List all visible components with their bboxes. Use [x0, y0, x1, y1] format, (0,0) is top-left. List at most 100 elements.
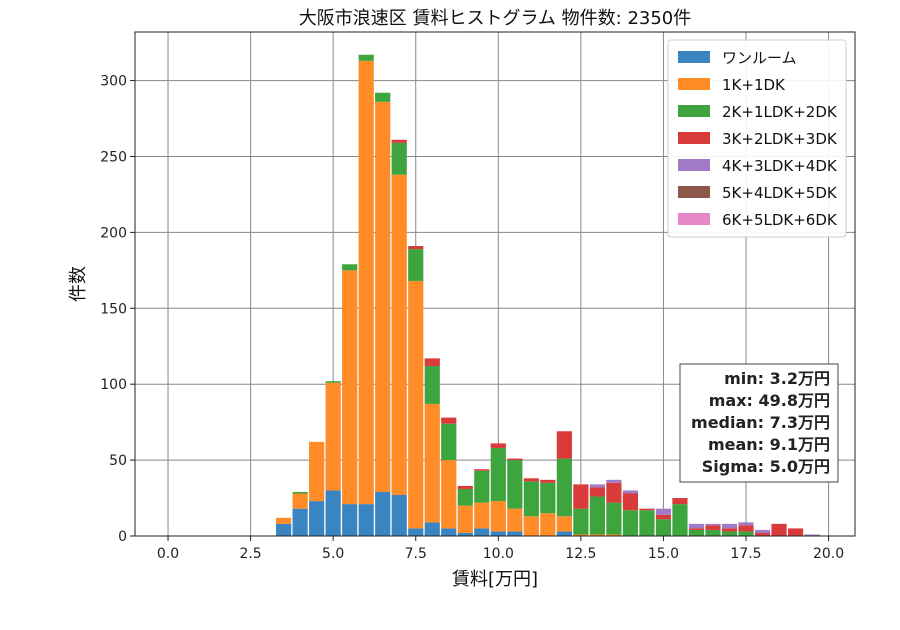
legend-swatch	[678, 213, 710, 225]
bar-segment	[375, 101, 391, 492]
bar-segment	[507, 458, 523, 461]
bar-segment	[688, 529, 705, 536]
bar-segment	[408, 280, 424, 529]
x-tick-label: 5.0	[322, 546, 344, 562]
x-tick-label: 10.0	[483, 546, 514, 562]
bar-segment	[589, 484, 605, 488]
y-tick-label: 200	[100, 225, 127, 241]
legend-label: 5K+4LDK+5DK	[722, 184, 838, 202]
bar-segment	[606, 482, 622, 503]
legend-label: 2K+1LDK+2DK	[722, 103, 838, 121]
bar-segment	[639, 510, 655, 536]
bar-segment	[688, 523, 705, 529]
bar-segment	[342, 504, 358, 536]
legend-swatch	[678, 186, 710, 198]
x-tick-label: 7.5	[405, 546, 427, 562]
bar-segment	[408, 246, 424, 250]
legend-swatch	[678, 78, 710, 90]
bar-segment	[490, 447, 506, 502]
bar-segment	[639, 508, 655, 511]
bar-segment	[474, 469, 490, 471]
y-tick-label: 0	[118, 529, 127, 545]
bar-segment	[573, 484, 589, 509]
bar-segment	[391, 174, 407, 496]
bar-segment	[738, 525, 754, 532]
legend-label: 6K+5LDK+6DK	[722, 211, 838, 229]
bar-segment	[325, 381, 341, 383]
x-tick-label: 15.0	[648, 546, 679, 562]
bar-segment	[276, 517, 292, 524]
chart-title: 大阪市浪速区 賃料ヒストグラム 物件数: 2350件	[299, 8, 692, 29]
legend-label: ワンルーム	[722, 49, 797, 67]
bar-segment	[721, 523, 738, 529]
stats-box	[679, 363, 839, 483]
bar-segment	[325, 382, 341, 491]
x-tick-label: 17.5	[730, 546, 761, 562]
bar-segment	[391, 139, 407, 143]
bar-segment	[309, 501, 325, 536]
bar-segment	[441, 417, 457, 424]
bar-segment	[771, 523, 787, 536]
legend-swatch	[678, 51, 710, 63]
bar-segment	[672, 504, 688, 536]
bar-segment	[342, 270, 358, 505]
bar-segment	[622, 490, 639, 494]
bar-segment	[556, 431, 572, 459]
bar-segment	[754, 532, 771, 536]
bar-segment	[738, 522, 754, 526]
legend: ワンルーム 1K+1DK 2K+1LDK+2DK 3K+2LDK+3DK 4K+3LDK…	[667, 39, 847, 238]
bar-segment	[540, 513, 556, 536]
bar-segment	[589, 496, 605, 535]
x-axis-label: 賃料[万円]	[452, 569, 538, 590]
bar-segment	[325, 490, 341, 536]
bar-segment	[424, 365, 440, 404]
bar-segment	[457, 485, 473, 489]
bar-segment	[474, 502, 490, 529]
bar-segment	[292, 508, 308, 536]
y-axis-ticks: 0 50 100 150 200 250 300	[100, 74, 135, 545]
bar-segment	[457, 532, 473, 536]
bar-segment	[457, 488, 473, 506]
y-tick-label: 250	[100, 149, 127, 165]
legend-box	[667, 39, 847, 238]
bar-segment	[804, 534, 820, 536]
bar-segment	[622, 510, 639, 536]
bar-segment	[556, 458, 572, 517]
bar-segment	[276, 523, 292, 536]
bar-segment	[721, 531, 738, 536]
bar-segment	[655, 514, 672, 520]
bar-segment	[507, 531, 523, 536]
bar-segment	[606, 502, 622, 535]
bar-segment	[540, 479, 556, 483]
bar-segment	[424, 403, 440, 523]
bar-segment	[705, 523, 721, 526]
bar-segment	[573, 534, 589, 536]
bar-segment	[375, 92, 391, 102]
bar-segment	[474, 528, 490, 536]
bar-segment	[507, 508, 523, 532]
bar-segment	[507, 460, 523, 509]
bar-segment	[688, 528, 705, 530]
bar-segment	[705, 529, 721, 536]
stats-line: max: 49.8万円	[709, 391, 830, 410]
bar-segment	[474, 470, 490, 503]
bar-segment	[292, 493, 308, 509]
histogram-bars	[276, 54, 820, 536]
bar-segment	[655, 508, 672, 515]
bar-segment	[441, 423, 457, 461]
stats-line: mean: 9.1万円	[708, 435, 830, 454]
bar-segment	[523, 478, 539, 482]
stats-line: Sigma: 5.0万円	[702, 457, 830, 476]
bar-segment	[787, 528, 804, 536]
legend-swatch	[678, 132, 710, 144]
bar-segment	[358, 60, 374, 505]
bar-segment	[424, 522, 440, 536]
bar-segment	[738, 531, 754, 536]
bar-segment	[672, 498, 688, 505]
y-axis-label: 件数	[68, 266, 89, 302]
stats-line: median: 7.3万円	[691, 413, 830, 432]
bar-segment	[721, 528, 738, 532]
x-tick-label: 20.0	[813, 546, 844, 562]
x-tick-label: 12.5	[565, 546, 596, 562]
